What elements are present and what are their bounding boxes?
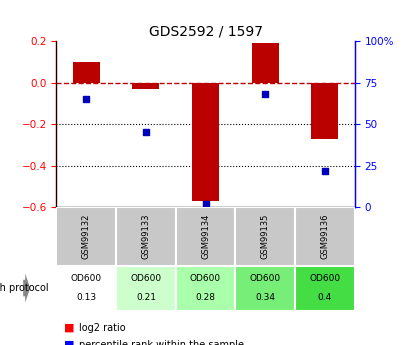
Text: log2 ratio: log2 ratio [79, 323, 125, 333]
Text: percentile rank within the sample: percentile rank within the sample [79, 340, 243, 345]
Text: GSM99132: GSM99132 [82, 214, 91, 259]
Bar [252, 43, 278, 83]
Bar [192, 83, 219, 201]
Text: growth protocol: growth protocol [0, 283, 48, 293]
Title: GDS2592 / 1597: GDS2592 / 1597 [149, 25, 262, 39]
Text: OD600: OD600 [249, 274, 281, 283]
Bar [56, 266, 116, 311]
Bar [295, 207, 355, 266]
Text: 0.34: 0.34 [255, 294, 275, 303]
Point [143, 130, 149, 135]
FancyArrow shape [23, 274, 30, 303]
Bar [116, 266, 176, 311]
Text: GSM99134: GSM99134 [201, 214, 210, 259]
Bar [235, 266, 295, 311]
Text: 0.4: 0.4 [318, 294, 332, 303]
Text: ■: ■ [64, 340, 75, 345]
Text: 0.21: 0.21 [136, 294, 156, 303]
Text: GSM99135: GSM99135 [261, 214, 270, 259]
Text: OD600: OD600 [130, 274, 162, 283]
Text: 0.13: 0.13 [76, 294, 96, 303]
Bar [312, 83, 338, 139]
Point [322, 168, 328, 173]
Bar [73, 62, 100, 83]
Text: ■: ■ [64, 323, 75, 333]
Bar [116, 207, 176, 266]
Text: GSM99136: GSM99136 [320, 214, 329, 259]
Text: OD600: OD600 [309, 274, 341, 283]
Text: 0.28: 0.28 [195, 294, 216, 303]
Bar [176, 207, 235, 266]
Bar [235, 207, 295, 266]
Bar [176, 266, 235, 311]
Bar [56, 207, 116, 266]
Text: GSM99133: GSM99133 [141, 214, 150, 259]
Bar [133, 83, 159, 89]
Point [202, 201, 209, 206]
Text: OD600: OD600 [190, 274, 221, 283]
Text: OD600: OD600 [71, 274, 102, 283]
Point [262, 92, 268, 97]
Point [83, 97, 89, 102]
Bar [295, 266, 355, 311]
